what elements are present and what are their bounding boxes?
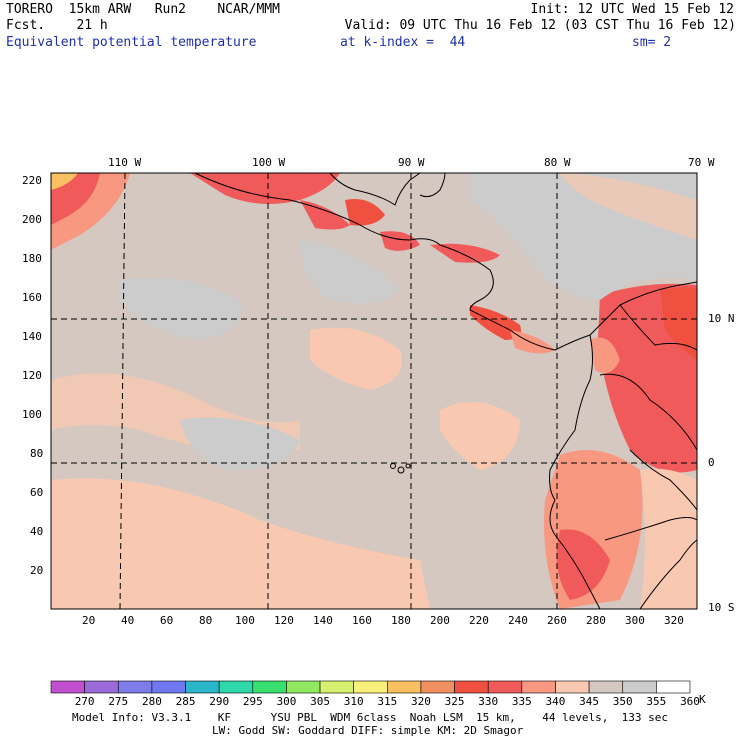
lon-label-110w: 110 W [108,156,142,169]
colorbar-swatch [185,680,220,694]
coastlines [194,172,698,610]
y-tick: 140 [22,330,42,343]
y-tick: 60 [30,486,44,499]
lon-label-90w: 90 W [398,156,425,169]
colorbar-swatch [151,680,186,694]
colorbar-swatch [84,680,119,694]
header-init-time: Init: 12 UTC Wed 15 Feb 12 [530,2,735,17]
colorbar [50,680,691,694]
colorbar-swatch [622,680,657,694]
colorbar-swatch [656,680,691,694]
lon-label-100w: 100 W [252,156,286,169]
colorbar-swatch [117,680,153,694]
lat-label-0: 0 [708,456,715,469]
colorbar-swatch [252,680,287,694]
x-tick: 220 [469,614,489,627]
colorbar-label: 360 [680,695,700,708]
colorbar-swatch [218,680,254,694]
colorbar-label: 320 [411,695,431,708]
colorbar-swatch [50,680,85,694]
colorbar-swatch [588,680,624,694]
colorbar-swatch [487,680,523,694]
header-valid-time: Valid: 09 UTC Thu 16 Feb 12 (03 CST Thu … [344,18,736,33]
colorbar-swatch [319,680,354,694]
lat-label-10n: 10 N [708,312,735,325]
physics-info-line: LW: Godd SW: Goddard DIFF: simple KM: 2D… [212,724,524,737]
colorbar-label: 280 [141,695,162,708]
colorbar-label: 315 [377,695,398,708]
colorbar-label: 275 [108,695,129,708]
colorbar-label: 290 [209,695,230,708]
colorbar-label: 325 [444,695,465,708]
colorbar-label: 350 [612,695,633,708]
colorbar-label: 330 [478,695,499,708]
x-tick: 180 [391,614,411,627]
lon-label-80w: 80 W [544,156,571,169]
y-tick: 100 [22,408,42,421]
colorbar-swatch [521,680,556,694]
x-tick: 320 [664,614,684,627]
level-index: at k-index = 44 [340,35,466,50]
colorbar-unit: K [699,693,706,706]
smoothing-value: sm= 2 [632,35,672,50]
field-name: Equivalent potential temperature [6,35,257,50]
x-tick: 120 [274,614,294,627]
colorbar-label: 300 [276,695,297,708]
colorbar-swatch [420,680,455,694]
x-tick: 200 [430,614,450,627]
colorbar-label: 345 [579,695,600,708]
y-tick: 220 [22,174,42,187]
y-tick: 200 [22,213,42,226]
colorbar-swatch [555,680,590,694]
colorbar-label: 270 [74,695,95,708]
y-tick: 40 [30,525,44,538]
colorbar-label: 285 [175,695,196,708]
x-tick: 160 [352,614,372,627]
colorbar-swatch [286,680,321,694]
colorbar-label: 340 [545,695,566,708]
lon-label-70w: 70 W [688,156,715,169]
x-tick: 260 [547,614,567,627]
y-tick: 160 [22,291,42,304]
y-tick: 180 [22,252,42,265]
header-model-title: TORERO 15km ARW Run2 NCAR/MMM [6,2,280,17]
x-tick: 20 [82,614,96,627]
x-tick: 140 [313,614,333,627]
model-info-line: Model Info: V3.3.1 KF YSU PBL WDM 6class… [72,711,669,724]
shaded-field [51,173,697,609]
colorbar-swatch [387,680,422,694]
x-tick: 280 [586,614,606,627]
x-tick: 300 [625,614,645,627]
header-forecast-hour: Fcst. 21 h [6,18,108,33]
x-tick: 80 [199,614,213,627]
colorbar-label: 335 [511,695,532,708]
x-tick: 100 [235,614,255,627]
colorbar-label: 295 [242,695,263,708]
x-tick: 40 [121,614,135,627]
colorbar-label: 310 [343,695,364,708]
lat-label-10s: 10 S [708,601,735,614]
y-tick: 20 [30,564,44,577]
latlon-grid [51,172,697,610]
colorbar-swatch [454,680,489,694]
x-tick: 240 [508,614,528,627]
colorbar-swatch [353,680,388,694]
x-tick: 60 [160,614,174,627]
colorbar-label: 355 [646,695,667,708]
y-tick: 120 [22,369,42,382]
plot-frame [50,172,698,610]
colorbar-label: 305 [310,695,330,708]
y-tick: 80 [30,447,44,460]
